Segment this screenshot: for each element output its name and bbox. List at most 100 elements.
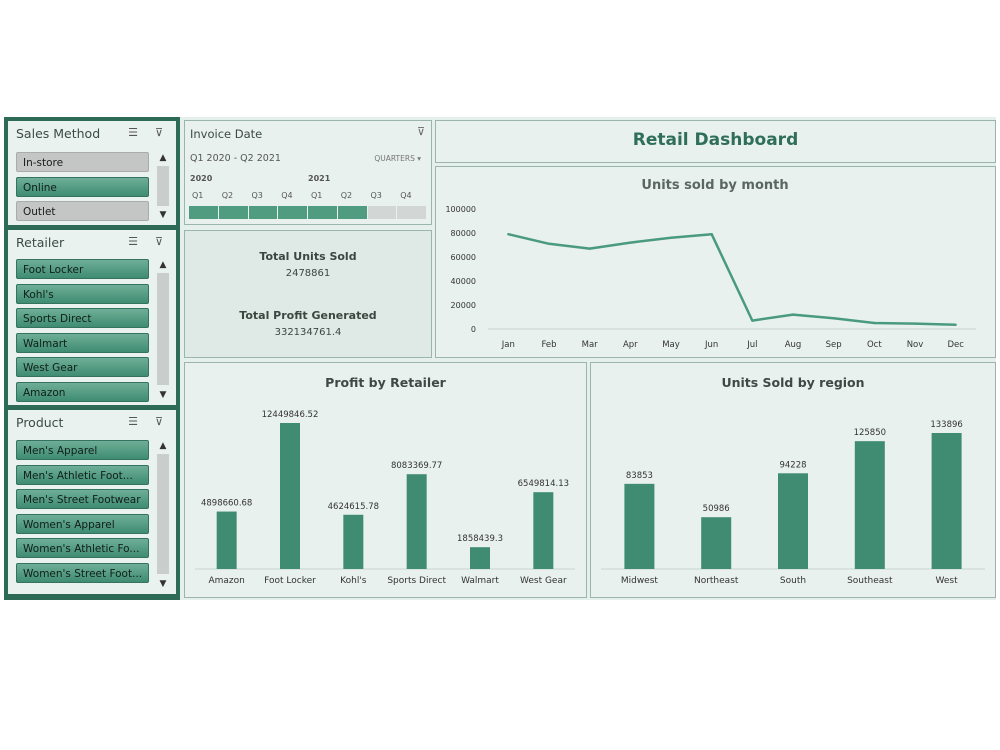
scroll-up-icon[interactable]: ▲ bbox=[159, 153, 167, 163]
slicer-item-mens-apparel[interactable]: Men's Apparel bbox=[16, 440, 149, 460]
scrollbar[interactable]: ▲ ▼ bbox=[156, 259, 170, 401]
slicer-item-outlet[interactable]: Outlet bbox=[16, 201, 149, 221]
bar bbox=[931, 433, 962, 569]
slicer-item-kohls[interactable]: Kohl's bbox=[16, 284, 149, 304]
multi-select-icon[interactable]: ☰ bbox=[128, 415, 138, 428]
timeline-quarter-label: Q3 bbox=[251, 191, 263, 200]
x-tick-label: Aug bbox=[785, 340, 802, 350]
x-tick-label: Jan bbox=[501, 340, 515, 350]
slicer-item-mens-street-footwear[interactable]: Men's Street Footwear bbox=[16, 489, 149, 509]
x-tick-label: Sep bbox=[826, 340, 842, 350]
total-units-label: Total Units Sold bbox=[259, 250, 357, 263]
slicer-item-womens-athletic-footwear[interactable]: Women's Athletic Fo... bbox=[16, 538, 149, 558]
sales-method-slicer: Sales Method ☰ ⊽ In-store Online Outlet … bbox=[8, 121, 176, 225]
timeline-quarter-cell[interactable] bbox=[278, 206, 307, 219]
title-panel: Retail Dashboard bbox=[435, 120, 996, 163]
timeline-quarter-label: Q3 bbox=[370, 191, 382, 200]
timeline-quarter-cell[interactable] bbox=[337, 206, 367, 219]
slicer-item-west-gear[interactable]: West Gear bbox=[16, 357, 149, 377]
data-label: 125850 bbox=[854, 428, 886, 438]
bar bbox=[343, 514, 364, 569]
bar bbox=[778, 473, 808, 569]
total-profit-label: Total Profit Generated bbox=[239, 309, 377, 322]
scrollbar[interactable]: ▲ ▼ bbox=[156, 440, 170, 590]
slicer-item-in-store[interactable]: In-store bbox=[16, 152, 149, 172]
bar bbox=[280, 423, 300, 569]
scroll-up-icon[interactable]: ▲ bbox=[159, 260, 167, 270]
x-tick-label: Kohl's bbox=[340, 576, 367, 586]
profit-by-retailer-chart: Profit by Retailer 4898660.68 Amazon 124498… bbox=[184, 362, 587, 598]
bar bbox=[701, 517, 732, 569]
data-label: 8083369.77 bbox=[391, 461, 442, 471]
data-point bbox=[588, 247, 591, 250]
data-point bbox=[629, 241, 632, 244]
clear-filter-icon[interactable]: ⊽ bbox=[154, 235, 164, 248]
timeline-quarter-cell[interactable] bbox=[218, 206, 248, 219]
x-tick-label: Northeast bbox=[694, 576, 739, 586]
scroll-track[interactable] bbox=[157, 454, 169, 574]
y-tick-label: 80000 bbox=[451, 229, 476, 238]
chart-title: Units sold by month bbox=[641, 178, 788, 193]
timeline-quarter-cell[interactable] bbox=[248, 206, 278, 219]
total-profit-value: 332134761.4 bbox=[274, 327, 342, 338]
slicer-item-foot-locker[interactable]: Foot Locker bbox=[16, 259, 149, 279]
x-tick-label: Jun bbox=[704, 340, 718, 350]
x-tick-label: Mar bbox=[582, 340, 599, 350]
x-tick-label: Midwest bbox=[621, 576, 659, 586]
x-tick-label: Sports Direct bbox=[387, 576, 446, 586]
data-point bbox=[954, 323, 957, 326]
series-line bbox=[508, 232, 956, 327]
clear-filter-icon[interactable]: ⊽ bbox=[416, 125, 425, 138]
scroll-down-icon[interactable]: ▼ bbox=[159, 579, 167, 589]
chart-title: Profit by Retailer bbox=[325, 375, 447, 390]
scroll-down-icon[interactable]: ▼ bbox=[159, 210, 167, 220]
multi-select-icon[interactable]: ☰ bbox=[128, 235, 138, 248]
clear-filter-icon[interactable]: ⊽ bbox=[154, 415, 164, 428]
slicer-item-womens-apparel[interactable]: Women's Apparel bbox=[16, 514, 149, 534]
x-tick-label: Southeast bbox=[847, 576, 893, 586]
scroll-up-icon[interactable]: ▲ bbox=[159, 441, 167, 451]
timeline-quarter-cell[interactable] bbox=[189, 206, 218, 219]
slicer-column: Sales Method ☰ ⊽ In-store Online Outlet … bbox=[4, 117, 180, 600]
clear-filter-icon[interactable]: ⊽ bbox=[154, 126, 164, 139]
x-tick-label: May bbox=[662, 340, 680, 350]
timeline-quarter-label: Q2 bbox=[340, 191, 353, 200]
product-slicer: Product ☰ ⊽ Men's Apparel Men's Athletic… bbox=[8, 410, 176, 594]
slicer-item-womens-street-footwear[interactable]: Women's Street Foot... bbox=[16, 563, 149, 583]
scroll-track[interactable] bbox=[157, 166, 169, 206]
y-tick-label: 0 bbox=[471, 325, 476, 334]
kpi-panel: Total Units Sold 2478861 Total Profit Ge… bbox=[184, 230, 432, 358]
bar-chart-svg: Profit by Retailer 4898660.68 Amazon 124498… bbox=[195, 375, 575, 586]
data-label: 6549814.13 bbox=[518, 479, 569, 489]
slicer-title: Sales Method bbox=[16, 126, 101, 141]
y-tick-label: 40000 bbox=[451, 277, 476, 286]
bar bbox=[216, 511, 237, 569]
data-point bbox=[669, 236, 673, 239]
y-tick-label: 20000 bbox=[451, 301, 476, 310]
timeline-quarter-cell[interactable] bbox=[367, 206, 397, 219]
scrollbar[interactable]: ▲ ▼ bbox=[156, 152, 170, 221]
scroll-down-icon[interactable]: ▼ bbox=[159, 390, 167, 400]
data-label: 94228 bbox=[779, 460, 806, 470]
bar bbox=[624, 483, 655, 569]
slicer-item-sports-direct[interactable]: Sports Direct bbox=[16, 308, 149, 328]
data-label: 133896 bbox=[930, 420, 962, 430]
slicer-item-walmart[interactable]: Walmart bbox=[16, 333, 149, 353]
timeline-quarters[interactable]: Q1 Q2 Q3 Q4 Q1 Q2 Q3 Q4 bbox=[189, 191, 427, 223]
multi-select-icon[interactable]: ☰ bbox=[128, 126, 138, 139]
scroll-track[interactable] bbox=[157, 273, 169, 385]
timeline-year: 2021 bbox=[308, 174, 331, 183]
timeline-range: Q1 2020 - Q2 2021 bbox=[190, 153, 281, 164]
slicer-item-amazon[interactable]: Amazon bbox=[16, 382, 149, 402]
units-by-month-chart: Units sold by month 0 20000 40000 60000 80000… bbox=[435, 166, 996, 358]
timeline-level-dropdown[interactable]: QUARTERS ▾ bbox=[374, 154, 421, 163]
slicer-item-mens-athletic-footwear[interactable]: Men's Athletic Foot... bbox=[16, 465, 149, 485]
slicer-item-online[interactable]: Online bbox=[16, 177, 149, 197]
x-tick-label: South bbox=[780, 576, 806, 586]
timeline-quarter-cell[interactable] bbox=[397, 206, 426, 219]
x-tick-label: Jul bbox=[746, 340, 757, 350]
data-point bbox=[751, 319, 754, 322]
y-tick-label: 100000 bbox=[445, 205, 476, 214]
x-tick-label: West bbox=[936, 576, 959, 586]
timeline-quarter-cell[interactable] bbox=[308, 206, 337, 219]
